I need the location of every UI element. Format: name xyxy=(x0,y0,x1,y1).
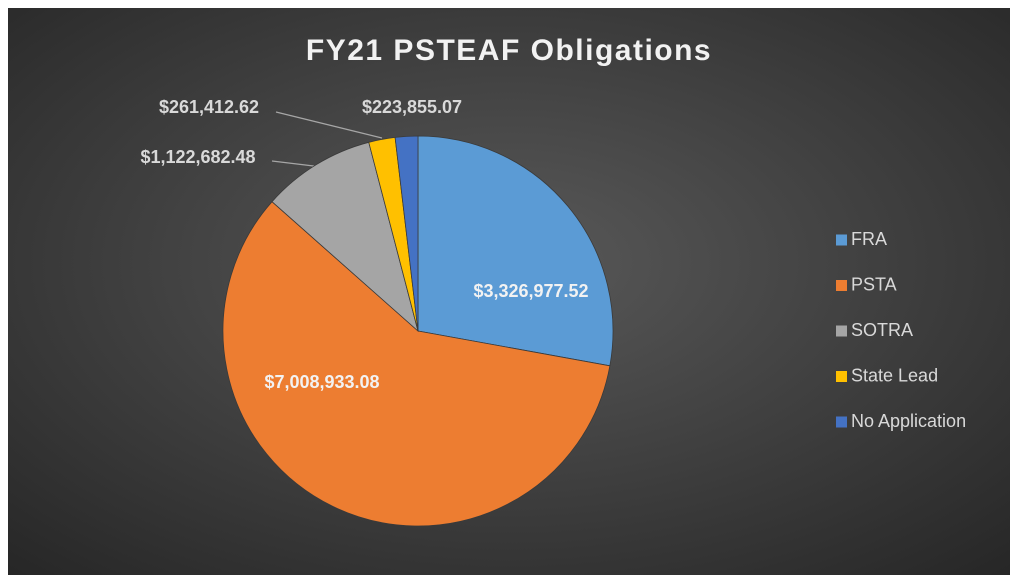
chart-title: FY21 PSTEAF Obligations xyxy=(306,34,712,67)
data-label: $223,855.07 xyxy=(362,97,462,117)
legend-label: No Application xyxy=(851,411,966,431)
pie-slice xyxy=(222,201,611,527)
data-label: $3,326,977.52 xyxy=(473,281,588,301)
data-label: $7,008,933.08 xyxy=(264,372,379,392)
legend-swatch xyxy=(836,234,847,246)
pie-slice xyxy=(417,135,614,367)
data-label: $1,122,682.48 xyxy=(140,147,255,167)
legend-swatch xyxy=(836,280,847,291)
legend-label: State Lead xyxy=(851,365,938,385)
legend-label: PSTA xyxy=(851,274,897,294)
leader-line xyxy=(275,111,383,139)
pie-slice xyxy=(394,135,419,332)
legend-swatch xyxy=(836,416,847,428)
legend-swatch xyxy=(836,325,847,337)
legend-label: SOTRA xyxy=(851,320,913,340)
legend-swatch xyxy=(836,371,847,382)
pie-slice xyxy=(271,141,419,333)
data-label: $261,412.62 xyxy=(159,97,259,117)
legend-label: FRA xyxy=(851,229,887,249)
